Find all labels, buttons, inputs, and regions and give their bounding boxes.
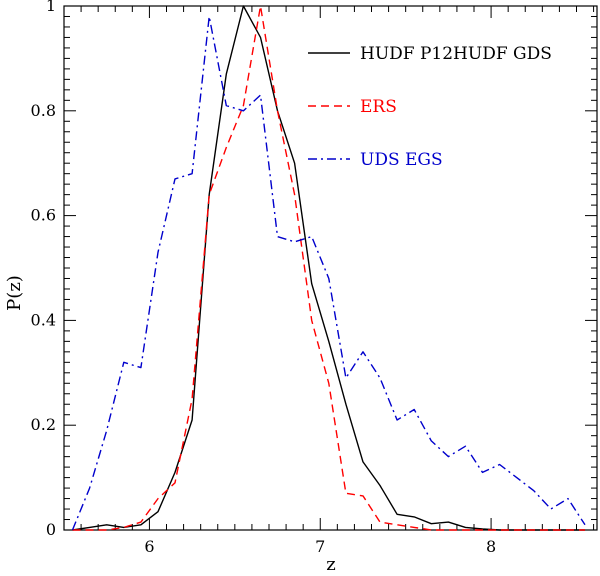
- series-line-2: [72, 5, 585, 531]
- x-tick-label: 8: [486, 537, 496, 556]
- y-tick-label: 0.2: [31, 415, 56, 434]
- plot-border: [63, 5, 598, 531]
- legend-label-3: UDS EGS: [360, 150, 443, 170]
- series-lines: [71, 5, 586, 531]
- legend: HUDF P12HUDF GDS ERS UDS EGS: [308, 44, 552, 170]
- series-line-1: [72, 5, 585, 531]
- x-axis-label: z: [326, 554, 335, 575]
- y-tick-label: 0: [46, 520, 56, 539]
- y-tick-label: 0.6: [31, 206, 56, 225]
- legend-label-2: ERS: [360, 97, 397, 117]
- series-line-3: [71, 15, 586, 531]
- y-tick-label: 1: [46, 0, 56, 15]
- plot-frame: [63, 5, 598, 531]
- x-tick-label: 6: [144, 537, 154, 556]
- y-axis-label: P(z): [4, 275, 25, 311]
- y-tick-label: 0.8: [31, 101, 56, 120]
- x-tick-label: 7: [315, 537, 325, 556]
- y-tick-label: 0.4: [31, 310, 56, 329]
- axis-ticks: 6 7 8 0 0.2 0.4 0.6 0.8 1: [31, 0, 597, 556]
- legend-label-1: HUDF P12HUDF GDS: [360, 44, 552, 64]
